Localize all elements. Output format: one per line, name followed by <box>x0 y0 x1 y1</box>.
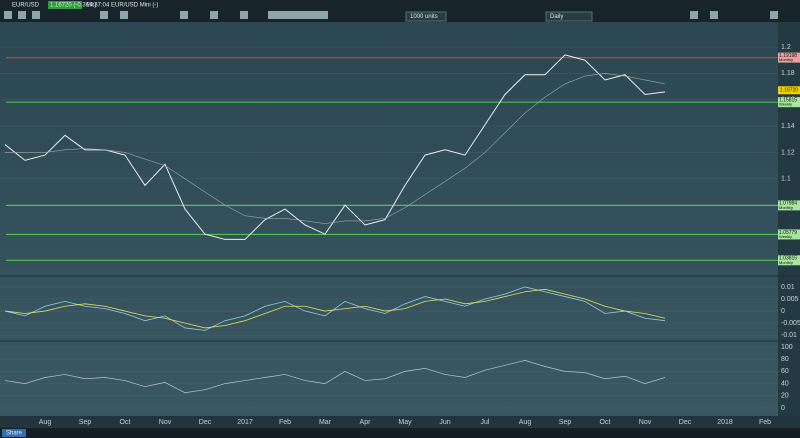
level-tag-label: Monthly <box>779 260 793 265</box>
x-tick-label: Mar <box>319 419 332 426</box>
x-tick-label: Sep <box>559 419 572 426</box>
y-tick-label: 60 <box>781 368 789 375</box>
y-tick-label: 40 <box>781 380 789 387</box>
x-tick-label: Dec <box>679 419 692 426</box>
level-tag <box>778 229 800 240</box>
level-tag-label: Weekly <box>779 102 792 107</box>
level-tag <box>778 52 800 63</box>
level-label: 1.15815 <box>779 98 797 104</box>
quote-box <box>48 1 82 9</box>
y-tick-label: 1.12 <box>781 149 795 156</box>
x-tick-label: May <box>398 419 412 426</box>
y-tick-label: 0 <box>781 308 785 315</box>
y-tick-label: 1.18 <box>781 70 795 77</box>
y-tick-label: 1.1 <box>781 176 791 183</box>
level-tag-label: Monthly <box>779 57 793 62</box>
y-tick-label: 0.01 <box>781 284 795 291</box>
quote: 1.16720 (-0.36%) <box>50 3 96 9</box>
x-tick-label: Apr <box>360 419 372 426</box>
level-label: 1.19198 <box>779 53 797 59</box>
x-tick-label: Feb <box>279 419 291 426</box>
level-tag-label: Monthly <box>779 205 793 210</box>
toolbar <box>0 0 800 22</box>
x-tick-label: Dec <box>199 419 212 426</box>
x-tick-label: Aug <box>39 419 52 426</box>
series-line <box>5 73 666 224</box>
x-tick-label: Feb <box>759 419 771 426</box>
x-tick-label: Oct <box>120 419 131 426</box>
level-label: 1.05779 <box>779 230 797 236</box>
y-tick-label: 100 <box>781 344 793 351</box>
y-tick-label: 1.2 <box>781 44 791 51</box>
series-line <box>4 288 666 329</box>
y-tick-label: 0 <box>781 405 785 412</box>
y-tick-label: -0.01 <box>781 332 797 339</box>
level-tag <box>778 97 800 108</box>
x-tick-label: 2017 <box>237 419 253 426</box>
tool-icons[interactable] <box>4 11 778 19</box>
current-price-tag <box>778 86 800 95</box>
x-tick-label: Nov <box>159 419 172 426</box>
level-label: 1.03815 <box>779 256 797 262</box>
x-tick-label: Nov <box>639 419 652 426</box>
units-select[interactable] <box>405 11 447 22</box>
session: 14:37:04 EUR/USD Mini (-) <box>86 3 158 9</box>
level-tag-label: Weekly <box>779 234 792 239</box>
y-tick-label: 0.005 <box>781 296 799 303</box>
footer <box>0 428 800 438</box>
interval-select[interactable] <box>545 11 593 22</box>
x-tick-label: Sep <box>79 419 92 426</box>
level-tag <box>778 200 800 211</box>
y-tick-label: 80 <box>781 356 789 363</box>
interval: Daily <box>550 14 563 20</box>
chart-area <box>0 22 800 416</box>
x-tick-label: Jun <box>439 419 450 426</box>
share-button[interactable] <box>2 429 26 437</box>
current-price: 1.16720 <box>780 88 798 94</box>
units: 1000 units <box>410 14 438 20</box>
series-line <box>4 54 666 240</box>
x-tick-label: Aug <box>519 419 532 426</box>
symbol[interactable]: EUR/USD <box>12 3 40 9</box>
series-line <box>4 360 666 394</box>
y-tick-label: 1.14 <box>781 123 795 130</box>
x-tick-label: Jul <box>481 419 490 426</box>
price-axis <box>778 22 800 416</box>
y-tick-label: -0.005 <box>781 320 800 327</box>
date-axis <box>0 416 800 428</box>
level-label: 1.07984 <box>779 201 797 207</box>
y-tick-label: 20 <box>781 393 789 400</box>
series-line <box>4 286 666 331</box>
share: Share <box>6 431 23 437</box>
x-tick-label: Oct <box>600 419 611 426</box>
level-tag <box>778 255 800 266</box>
x-tick-label: 2018 <box>717 419 733 426</box>
